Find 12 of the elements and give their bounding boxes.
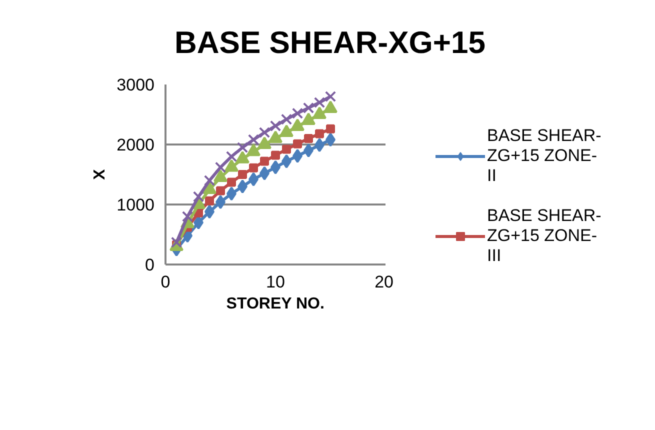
legend-label: BASE SHEAR-ZG+15 ZONE-II (487, 126, 602, 186)
chart-title: BASE SHEAR-XG+15 (174, 24, 486, 62)
y-tick-label: 3000 (116, 76, 155, 94)
y-axis-title: X (92, 168, 109, 180)
y-tick-label: 0 (145, 256, 155, 274)
y-tick-label: 2000 (116, 136, 155, 154)
x-tick-label: 0 (160, 272, 170, 292)
legend-label: BASE SHEAR-ZG+15 ZONE-III (487, 206, 602, 266)
x-axis-title: STOREY NO. (226, 296, 324, 312)
y-tick-label: 1000 (116, 196, 155, 214)
x-tick-label: 10 (266, 272, 285, 292)
x-tick-label: 20 (374, 272, 394, 292)
